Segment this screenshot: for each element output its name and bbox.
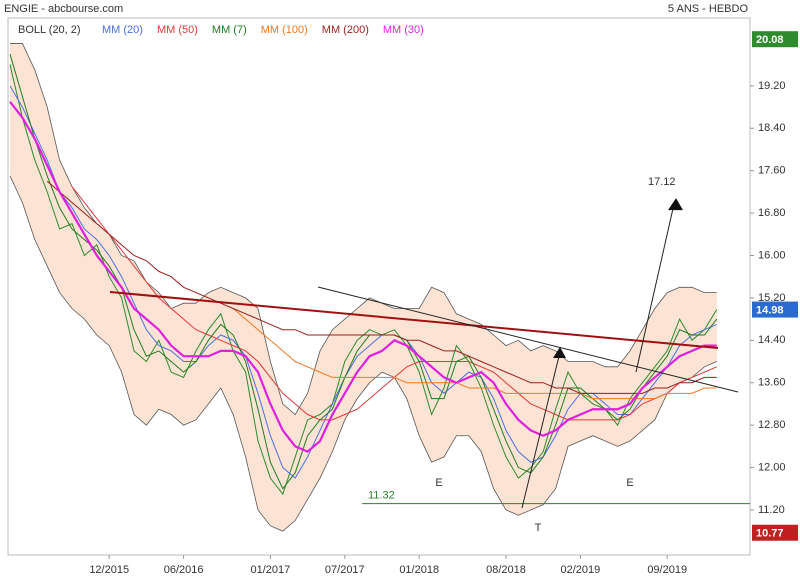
y-tick-label: 12.80 (758, 419, 786, 431)
y-tick-label: 12.00 (758, 461, 786, 473)
y-tick-label: 14.40 (758, 334, 786, 346)
pattern-label: E (626, 477, 633, 489)
legend-item: MM (7) (212, 24, 247, 36)
moving-average (232, 308, 717, 400)
price-label: 14.98 (756, 304, 784, 316)
x-tick-label: 09/2019 (647, 564, 687, 576)
y-tick-label: 16.80 (758, 207, 786, 219)
y-tick-label: 13.60 (758, 377, 786, 389)
y-tick-label: 11.20 (758, 504, 785, 516)
legend-item: MM (50) (157, 24, 198, 36)
x-tick-label: 06/2016 (164, 564, 204, 576)
pattern-label: E (435, 477, 442, 489)
trendline (317, 286, 739, 393)
moving-average (9, 53, 718, 490)
target-label: 17.12 (648, 176, 676, 188)
price-label: 10.77 (756, 528, 784, 540)
legend-item: MM (20) (102, 24, 143, 36)
price-label-bg (752, 301, 798, 318)
price-label: 20.08 (756, 34, 784, 46)
legend-item: MM (200) (322, 24, 369, 36)
arrow-head (553, 347, 566, 358)
band-fill (10, 43, 717, 532)
price-label-bg (752, 31, 798, 48)
pattern-label: T (535, 522, 542, 534)
x-tick-label: 01/2017 (251, 564, 291, 576)
trendline (521, 351, 561, 509)
target-arrow (635, 204, 675, 373)
arrow-head (668, 198, 683, 211)
moving-average (9, 101, 717, 453)
plot-frame (7, 17, 751, 556)
x-tick-label: 02/2019 (561, 564, 601, 576)
support-label: 11.32 (368, 489, 395, 501)
legend-item: MM (100) (261, 24, 308, 36)
x-tick-label: 07/2017 (325, 564, 365, 576)
legend-item: MM (30) (383, 24, 424, 36)
y-tick-label: 17.60 (758, 165, 786, 177)
price-label-bg (752, 524, 798, 541)
chart-subtitle: 5 ANS - HEBDO (668, 3, 749, 15)
x-tick-label: 08/2018 (486, 564, 526, 576)
band-lower (9, 175, 717, 532)
y-tick-label: 19.20 (758, 80, 786, 92)
chart-title: ENGIE - abcbourse.com (4, 3, 123, 15)
legend-item: BOLL (20, 2) (18, 24, 81, 36)
y-tick-label: 15.20 (758, 292, 786, 304)
moving-average (46, 180, 717, 394)
y-tick-label: 18.40 (758, 122, 786, 134)
neckline (109, 291, 719, 349)
y-tick-label: 16.00 (758, 249, 786, 261)
x-tick-label: 01/2018 (399, 564, 439, 576)
x-tick-label: 12/2015 (89, 564, 129, 576)
